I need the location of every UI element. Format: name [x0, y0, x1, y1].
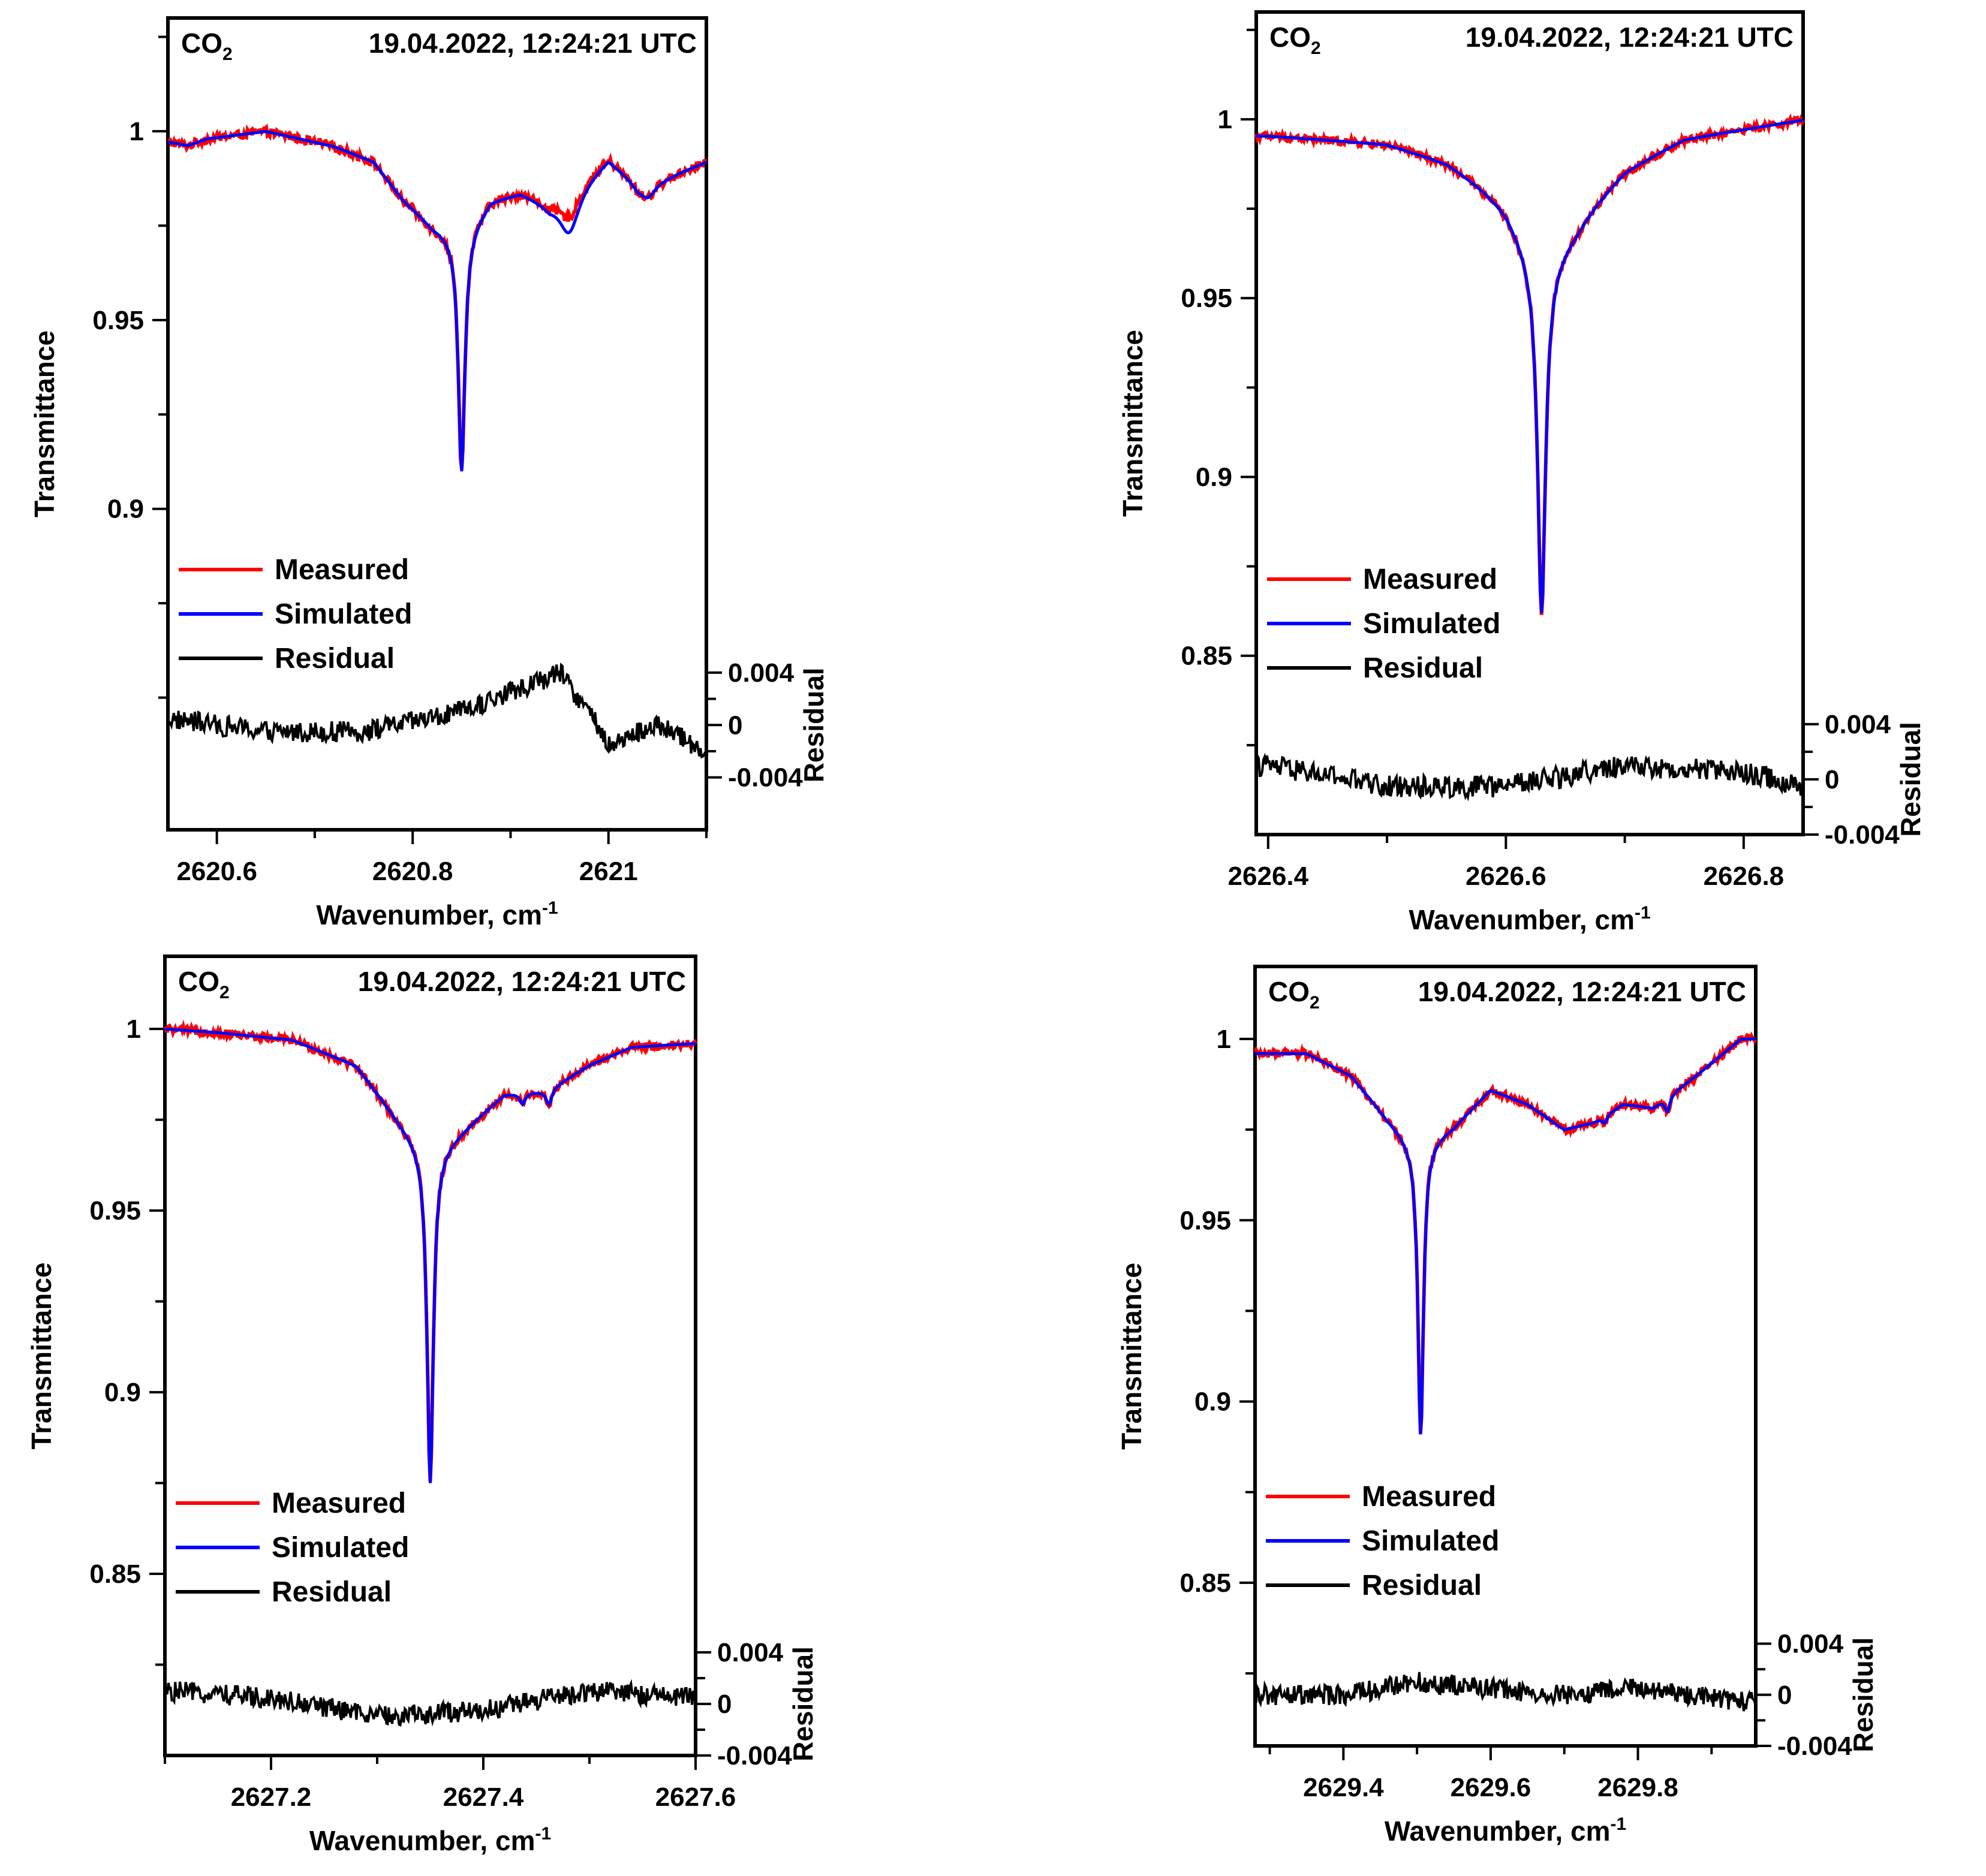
species-label: CO2 — [178, 966, 230, 1002]
legend-label-measured: Measured — [275, 554, 409, 586]
x-tick-label: 2620.8 — [372, 857, 453, 886]
legend-label-measured: Measured — [1362, 1481, 1496, 1513]
legend-label-residual: Residual — [1363, 652, 1483, 684]
x-tick-label: 2620.6 — [176, 857, 257, 886]
x-tick-label: 2627.6 — [655, 1782, 736, 1812]
residual-tick-label: 0 — [728, 710, 742, 740]
y-tick-label: 0.9 — [107, 495, 144, 524]
timestamp-label: 19.04.2022, 12:24:21 UTC — [1466, 22, 1794, 53]
chart-panel-top-left: 1 0.95 0.9 2620.6 2620.8 2621 0.004 0 -0.004 Tran… — [29, 16, 829, 931]
x-tick-label: 2627.4 — [443, 1782, 524, 1812]
y-tick-label: 0.9 — [1194, 1387, 1231, 1417]
series-residual — [1255, 751, 1804, 802]
y-tick-label: 0.85 — [89, 1559, 141, 1589]
x-axis-label: Wavenumber, cm-1 — [309, 1824, 551, 1856]
y-tick-label: 0.95 — [1179, 1206, 1231, 1235]
chart-panel-bottom-right: 1 0.95 0.9 0.85 2629.4 2629.6 2629.8 0.004 0 -0.0… — [1116, 965, 1879, 1847]
x-tick-label: 2629.6 — [1451, 1773, 1531, 1802]
residual-tick-label: -0.004 — [1777, 1732, 1852, 1761]
x-tick-label: 2621 — [579, 857, 638, 886]
x-tick-label: 2626.4 — [1228, 862, 1309, 891]
plot-frame — [163, 954, 697, 1757]
y-tick-label: 1 — [130, 117, 144, 146]
legend-label-simulated: Simulated — [275, 598, 412, 630]
residual-tick-label: 0.004 — [728, 658, 795, 688]
series-simulated — [164, 1027, 696, 1483]
residual-tick-label: 0.004 — [1777, 1630, 1844, 1659]
x-tick-label: 2629.8 — [1597, 1773, 1678, 1802]
y-tick-label: 1 — [1218, 105, 1232, 134]
y-tick-label: 0.85 — [1181, 642, 1232, 671]
y-axis-label: Transmittance — [1117, 330, 1148, 517]
legend-label-residual: Residual — [1362, 1570, 1482, 1601]
y-tick-label: 0.95 — [1181, 284, 1232, 313]
legend-label-simulated: Simulated — [1362, 1525, 1499, 1557]
x-tick-label: 2627.2 — [231, 1782, 312, 1812]
series-residual — [1254, 1672, 1757, 1712]
series-measured — [163, 1019, 697, 1481]
legend-label-simulated: Simulated — [272, 1532, 409, 1564]
y-axis-label: Transmittance — [1116, 1263, 1147, 1450]
chart-panel-bottom-left: 1 0.95 0.9 0.85 2627.2 2627.4 2627.6 0.004 0 -0.0… — [26, 954, 819, 1856]
residual-tick-label: 0 — [1825, 765, 1839, 794]
series-simulated — [1255, 1037, 1756, 1435]
residual-tick-label: 0.004 — [1825, 710, 1891, 739]
residual-axis-label: Residual — [1895, 722, 1926, 837]
x-tick-label: 2626.8 — [1704, 862, 1785, 891]
series-residual — [167, 663, 708, 759]
residual-tick-label: 0 — [717, 1690, 732, 1719]
x-axis-label: Wavenumber, cm-1 — [1409, 903, 1650, 935]
y-tick-label: 0.9 — [104, 1378, 141, 1407]
plot-frame — [1254, 10, 1805, 836]
series-residual — [164, 1679, 697, 1727]
species-label: CO2 — [181, 28, 233, 64]
timestamp-label: 19.04.2022, 12:24:21 UTC — [369, 28, 697, 59]
y-axis-label: Transmittance — [26, 1263, 57, 1450]
species-label: CO2 — [1268, 976, 1320, 1013]
residual-tick-label: 0 — [1777, 1681, 1792, 1710]
residual-tick-label: -0.004 — [1825, 820, 1900, 850]
timestamp-label: 19.04.2022, 12:24:21 UTC — [358, 966, 686, 997]
series-simulated — [1256, 119, 1804, 613]
residual-tick-label: -0.004 — [717, 1741, 792, 1770]
y-axis-label: Transmittance — [29, 330, 60, 517]
y-tick-label: 0.9 — [1196, 462, 1232, 492]
residual-axis-label: Residual — [1847, 1637, 1879, 1752]
x-tick-label: 2626.6 — [1466, 862, 1546, 891]
y-tick-label: 0.85 — [1179, 1568, 1231, 1598]
species-label: CO2 — [1269, 22, 1321, 58]
legend-label-simulated: Simulated — [1363, 608, 1500, 640]
residual-tick-label: 0.004 — [717, 1638, 784, 1667]
y-tick-label: 1 — [1217, 1025, 1231, 1054]
plot-frame — [166, 16, 708, 832]
y-tick-label: 1 — [127, 1014, 141, 1044]
y-tick-label: 0.95 — [89, 1196, 141, 1225]
timestamp-label: 19.04.2022, 12:24:21 UTC — [1418, 976, 1746, 1007]
legend-label-measured: Measured — [272, 1487, 406, 1519]
legend-label-residual: Residual — [275, 643, 395, 674]
legend-label-measured: Measured — [1363, 564, 1497, 595]
x-tick-label: 2629.4 — [1303, 1773, 1384, 1802]
series-simulated — [167, 130, 707, 472]
residual-tick-label: -0.004 — [728, 763, 803, 793]
chart-panel-top-right: 1 0.95 0.9 0.85 2626.4 2626.6 2626.8 0.004 0 -0.0… — [1117, 10, 1926, 935]
legend-label-residual: Residual — [272, 1576, 392, 1608]
x-axis-label: Wavenumber, cm-1 — [316, 898, 558, 931]
residual-axis-label: Residual — [798, 667, 829, 782]
x-axis-label: Wavenumber, cm-1 — [1385, 1814, 1626, 1847]
series-measured — [1254, 113, 1805, 615]
residual-axis-label: Residual — [787, 1646, 819, 1761]
plot-frame — [1253, 965, 1758, 1748]
y-tick-label: 0.95 — [92, 306, 144, 335]
